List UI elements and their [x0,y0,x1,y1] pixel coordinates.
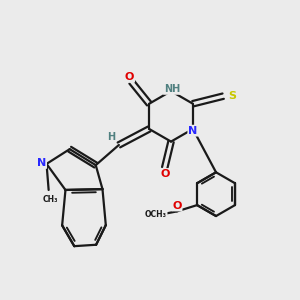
Text: N: N [188,126,197,136]
Text: O: O [161,169,170,179]
Text: NH: NH [164,84,180,94]
Text: N: N [37,158,46,168]
Text: H: H [107,132,116,142]
Text: OCH₃: OCH₃ [145,210,167,219]
Text: CH₃: CH₃ [43,195,58,204]
Text: S: S [228,91,236,101]
Text: O: O [125,72,134,82]
Text: O: O [172,200,182,211]
